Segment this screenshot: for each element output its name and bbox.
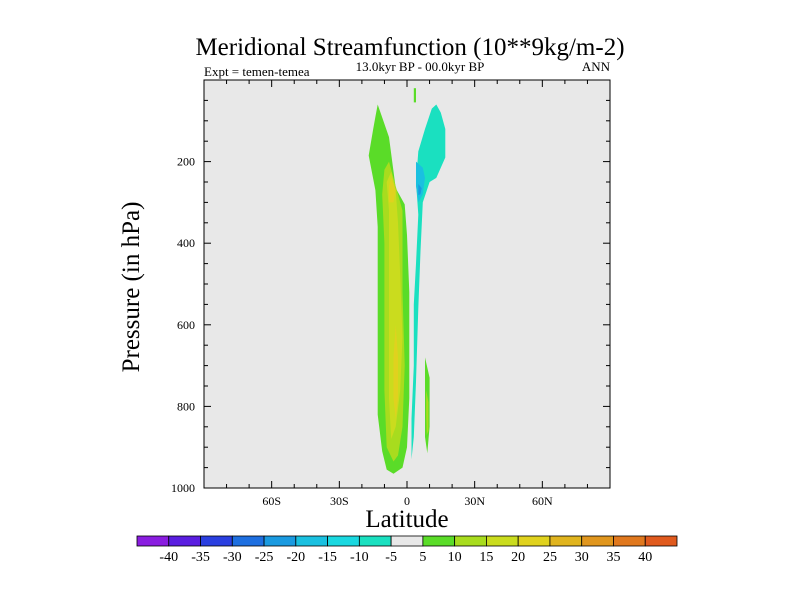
colorbar-label: -10 [350,550,369,565]
x-tick-label: 0 [404,494,410,508]
colorbar-label: 20 [511,550,525,565]
colorbar: -40 -35 -30 -25 -20 -15 -10 -5 5 10 15 20 25 30 35 40 [136,535,678,565]
colorbar-swatch [549,535,583,547]
colorbar-swatch [231,535,265,547]
colorbar-swatch [168,535,201,547]
colorbar-swatch [295,535,328,547]
colorbar-swatch [263,535,297,547]
contour-region-4 [393,324,398,419]
colorbar-label: 30 [575,550,589,565]
colorbar-label: -15 [318,550,337,565]
chart-subtitle-right: ANN [582,59,611,74]
chart-title: Meridional Streamfunction (10**9kg/m-2) [195,34,624,61]
contour-region-6 [416,161,425,203]
colorbar-label: 35 [606,550,620,565]
colorbar-label: -20 [286,550,305,565]
y-tick-label: 1000 [171,481,195,495]
colorbar-label: -35 [191,550,210,565]
colorbar-label: 40 [638,550,652,565]
chart-subtitle-center: 13.0kyr BP - 00.0kyr BP [356,59,485,74]
colorbar-swatch [327,535,360,547]
contour-region-10 [426,390,429,435]
colorbar-label: -40 [159,550,178,565]
x-tick-label: 60S [262,494,281,508]
colorbar-label: -25 [255,550,274,565]
x-tick-label: 30S [330,494,349,508]
y-tick-label: 400 [177,236,195,250]
colorbar-swatch [200,535,233,547]
colorbar-swatch [358,535,392,547]
colorbar-swatch [517,535,551,547]
y-axis-title: Pressure (in hPa) [118,202,145,373]
contour-region-3 [389,177,396,203]
colorbar-swatch [136,535,170,547]
y-tick-label: 800 [177,399,195,413]
colorbar-swatch [486,535,519,547]
x-tick-label: 30N [464,494,485,508]
y-tick-label: 200 [177,155,195,169]
colorbar-swatch [422,535,456,547]
contour-region-9 [413,88,416,103]
contour-regions [368,88,446,474]
contour-region-2 [386,171,403,440]
colorbar-swatch [613,535,646,547]
colorbar-swatch [644,535,678,547]
chart-subtitle-left: Expt = temen-temea [204,64,310,79]
colorbar-label: 10 [448,550,462,565]
x-axis-title: Latitude [365,506,448,533]
colorbar-label: 5 [419,550,426,565]
colorbar-swatch [581,535,614,547]
y-tick-label: 600 [177,318,195,332]
x-tick-label: 60N [532,494,553,508]
axis-ticks: 60S 30S 0 30N 60N 200 400 600 800 1000 [171,80,610,508]
colorbar-swatch [454,535,487,547]
contour-region-7 [418,184,422,196]
colorbar-label: -30 [223,550,242,565]
colorbar-label: 25 [543,550,557,565]
colorbar-label: 15 [479,550,493,565]
colorbar-swatch [390,535,424,547]
colorbar-label: -5 [385,550,397,565]
